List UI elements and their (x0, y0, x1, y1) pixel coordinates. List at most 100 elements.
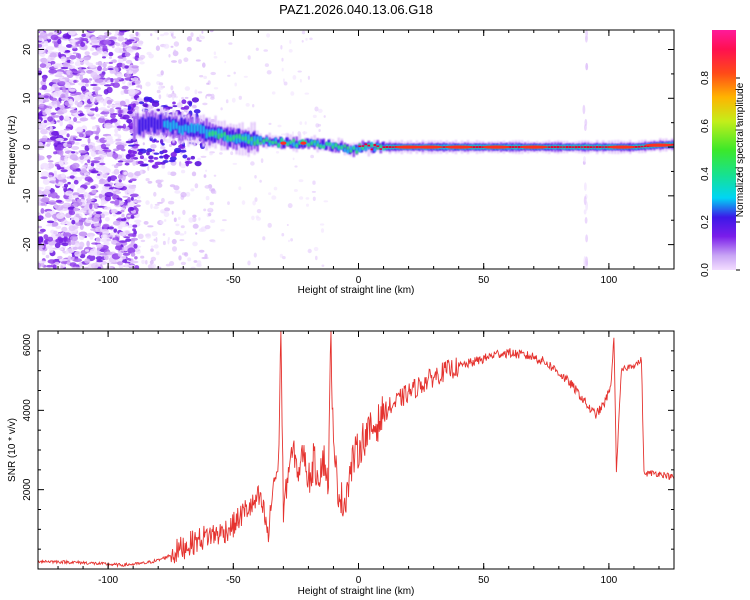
ridge-cell (592, 146, 596, 148)
noise-speckle (84, 79, 90, 84)
noise-speckle (281, 67, 284, 72)
noise-speckle (222, 219, 227, 222)
noise-speckle (124, 160, 133, 163)
noise-speckle (123, 246, 128, 252)
noise-speckle (268, 192, 272, 196)
ridge-cell (250, 136, 253, 141)
ridge-cell (604, 146, 608, 148)
noise-speckle (43, 95, 50, 99)
noise-speckle (103, 84, 112, 87)
noise-speckle (169, 31, 175, 34)
noise-speckle (76, 168, 81, 172)
noise-speckle (117, 261, 123, 266)
ridge-cell (259, 141, 262, 145)
ridge-cell (328, 142, 332, 146)
ridge-cell (379, 148, 383, 150)
noise-speckle (161, 143, 165, 146)
ridge-cell (382, 146, 386, 148)
noise-speckle (125, 238, 132, 242)
ridge-cell (235, 134, 238, 139)
noise-speckle (55, 137, 64, 142)
ridge-cell (220, 133, 223, 138)
noise-speckle (93, 203, 100, 209)
noise-speckle (73, 91, 82, 96)
noise-speckle (260, 158, 264, 164)
noise-speckle (61, 226, 68, 232)
noise-speckle (47, 63, 52, 67)
noise-speckle (115, 42, 121, 47)
noise-speckle (137, 57, 144, 61)
noise-speckle (100, 199, 105, 206)
ridge-cell (321, 139, 324, 147)
noise-speckle (100, 261, 107, 265)
noise-speckle (165, 138, 172, 143)
noise-speckle (87, 159, 91, 163)
ridge-cell (346, 146, 350, 150)
noise-speckle (323, 200, 329, 203)
noise-speckle (67, 30, 76, 36)
noise-speckle (205, 195, 210, 201)
noise-speckle (127, 110, 133, 115)
noise-speckle (117, 77, 122, 80)
noise-speckle (254, 175, 257, 179)
noise-speckle (145, 81, 151, 87)
noise-speckle (312, 114, 317, 118)
noise-speckle (72, 40, 76, 47)
noise-speckle (251, 215, 255, 221)
noise-speckle (147, 180, 153, 184)
noise-speckle (172, 36, 176, 39)
noise-speckle (145, 260, 148, 265)
noise-speckle (210, 219, 216, 223)
ridge-hotspot (607, 145, 636, 149)
noise-speckle (173, 217, 177, 223)
noise-speckle (190, 155, 195, 160)
noise-speckle (238, 95, 242, 100)
ridge-cell (147, 116, 150, 132)
noise-speckle (80, 42, 86, 47)
noise-speckle (43, 120, 48, 123)
ridge-cell (133, 116, 136, 140)
snr-ticks: -100 -50 0 50 100 2000 4000 6000 (22, 330, 674, 586)
noise-speckle (310, 154, 314, 159)
ridge-cell (178, 125, 181, 134)
noise-speckle (47, 236, 54, 242)
noise-speckle (55, 233, 64, 237)
noise-speckle (156, 89, 161, 94)
noise-speckle (82, 164, 88, 168)
noise-speckle (64, 50, 71, 53)
noise-speckle (143, 157, 148, 161)
noise-speckle (182, 209, 186, 215)
ridge-cell (306, 138, 309, 144)
noise-speckle (48, 200, 57, 206)
ridge-cell (343, 144, 347, 148)
noise-speckle (150, 203, 153, 209)
noise-speckle (277, 124, 282, 128)
noise-speckle (63, 202, 72, 208)
noise-speckle (165, 263, 171, 267)
noise-speckle (142, 103, 148, 108)
noise-speckle (78, 133, 84, 138)
ridge-cell (644, 145, 647, 148)
noise-speckle (227, 201, 230, 206)
noise-speckle (194, 89, 198, 95)
noise-speckle (73, 95, 81, 102)
ridge-cell (310, 139, 313, 144)
noise-speckle (184, 230, 187, 235)
noise-speckle (48, 248, 54, 253)
noise-speckle (45, 254, 50, 259)
ridge-cell (381, 142, 385, 149)
noise-speckle (193, 109, 201, 114)
noise-speckle (84, 249, 90, 252)
noise-speckle (583, 209, 587, 215)
noise-speckle (198, 39, 202, 43)
noise-speckle (66, 248, 75, 254)
noise-speckle (290, 238, 293, 242)
noise-speckle (213, 87, 219, 90)
noise-speckle (95, 226, 103, 233)
noise-speckle (91, 40, 101, 44)
noise-speckle (104, 192, 114, 197)
noise-speckle (138, 40, 144, 45)
noise-speckle (134, 256, 138, 260)
noise-speckle (137, 84, 143, 88)
snr-ylabel: SNR (10 * v/v) (7, 418, 18, 482)
